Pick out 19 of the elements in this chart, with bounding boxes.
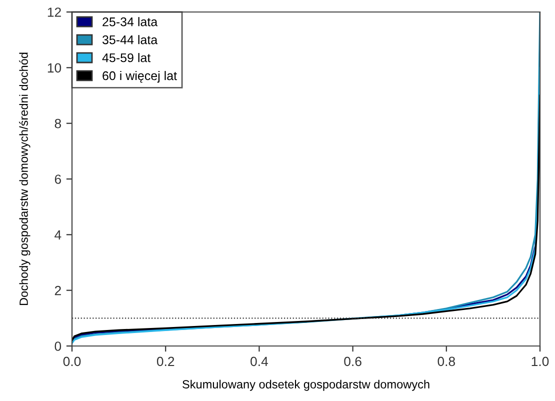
y-axis-title: Dochody gospodarstw domowych/średni dochód <box>19 52 30 306</box>
y-tick-label: 2 <box>54 286 61 296</box>
y-tick-label: 4 <box>54 230 62 240</box>
x-axis-title: Skumulowany odsetek gospodarstw domowych <box>182 380 430 391</box>
x-tick-label: 0.6 <box>344 356 362 366</box>
legend-label: 35-44 lata <box>102 35 158 44</box>
legend-label: 45-59 lat <box>102 53 151 62</box>
legend-label: 25-34 lata <box>102 17 158 26</box>
x-tick-label: 0.8 <box>438 356 455 366</box>
y-tick-label: 12 <box>48 8 61 17</box>
y-tick-label: 8 <box>54 118 62 128</box>
x-tick-label: 0.2 <box>156 356 174 366</box>
legend-label: 60 i więcej lat <box>102 70 177 83</box>
y-tick-label: 0 <box>54 342 62 351</box>
x-tick-label: 1.0 <box>532 356 549 366</box>
x-tick-label: 0.0 <box>63 356 81 366</box>
y-tick-label: 6 <box>54 174 62 184</box>
x-tick-label: 0.4 <box>250 356 268 366</box>
y-tick-label: 10 <box>48 63 62 73</box>
